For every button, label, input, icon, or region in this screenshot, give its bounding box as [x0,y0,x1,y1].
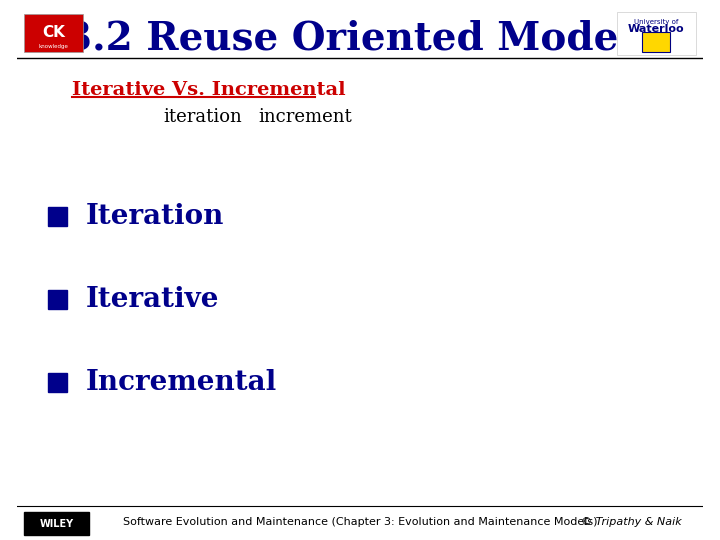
Text: WILEY: WILEY [40,518,73,529]
Text: iteration: iteration [163,108,242,126]
FancyBboxPatch shape [48,373,68,393]
Text: Iterative Vs. Incremental: Iterative Vs. Incremental [72,81,346,99]
FancyBboxPatch shape [24,14,83,52]
FancyBboxPatch shape [617,12,696,55]
Text: University of: University of [634,19,678,25]
Text: Waterloo: Waterloo [628,24,684,35]
Text: 3.2 Reuse Oriented Models: 3.2 Reuse Oriented Models [65,20,655,58]
FancyBboxPatch shape [642,32,670,52]
FancyBboxPatch shape [48,290,68,309]
Text: Incremental: Incremental [86,369,277,396]
Text: Iterative: Iterative [86,286,220,313]
FancyBboxPatch shape [24,512,89,535]
Text: CK: CK [42,24,66,39]
Text: © Tripathy & Naik: © Tripathy & Naik [581,517,682,528]
FancyBboxPatch shape [48,207,68,226]
Text: Iteration: Iteration [86,203,225,230]
Text: increment: increment [258,108,352,126]
Text: Software Evolution and Maintenance (Chapter 3: Evolution and Maintenance Models): Software Evolution and Maintenance (Chap… [122,517,598,528]
Text: knowledge: knowledge [39,44,68,49]
